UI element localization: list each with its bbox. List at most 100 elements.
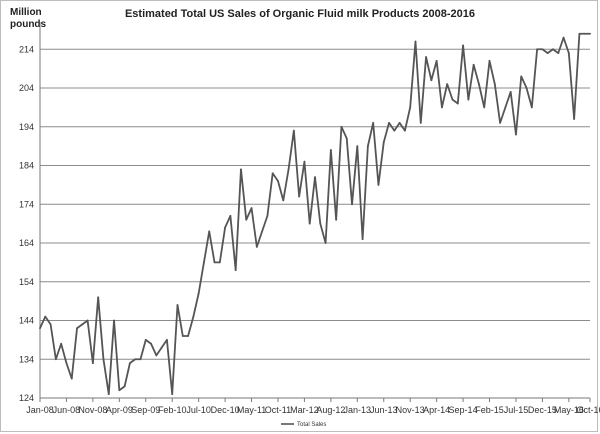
data-point <box>589 32 591 35</box>
data-point <box>166 338 168 341</box>
data-point <box>361 238 364 241</box>
data-point <box>54 358 57 361</box>
data-point <box>60 342 63 345</box>
data-point <box>139 358 142 361</box>
data-point <box>81 323 84 326</box>
x-tick-label-Jun-08: Jun-08 <box>53 405 81 415</box>
data-point <box>366 145 369 148</box>
x-tick-label-Dec-10: Dec-10 <box>211 405 240 415</box>
y-tick-label-154: 154 <box>19 277 34 287</box>
data-point <box>478 83 480 86</box>
x-tick-label-Aug-12: Aug-12 <box>316 405 345 415</box>
data-point <box>250 207 253 210</box>
data-point <box>134 358 137 361</box>
data-point <box>118 389 121 392</box>
data-point <box>419 121 422 124</box>
y-tick-label-134: 134 <box>19 354 34 364</box>
y-tick-labels: 124 134 144 154 164 174 184 194 204 214 <box>19 44 34 403</box>
data-point <box>224 226 226 229</box>
data-point <box>208 230 211 233</box>
data-point <box>525 87 528 89</box>
data-point <box>192 315 195 318</box>
data-point <box>271 172 274 175</box>
data-point <box>583 32 586 35</box>
data-point <box>467 98 470 101</box>
legend-label-total-sales: Total Sales <box>297 422 326 428</box>
x-tick-label-May-16: May-16 <box>554 405 584 415</box>
data-point <box>509 90 512 93</box>
data-point <box>573 118 576 120</box>
data-point <box>218 261 221 264</box>
data-point <box>113 319 115 322</box>
y-tick-label-214: 214 <box>19 44 34 54</box>
data-point <box>308 222 311 225</box>
data-point <box>65 362 68 365</box>
data-point <box>446 83 449 86</box>
axes <box>39 22 590 399</box>
data-point <box>515 133 517 136</box>
data-point <box>229 214 232 217</box>
data-point <box>102 358 105 361</box>
x-tick-label-Jul-10: Jul-10 <box>186 405 211 415</box>
y-tick-label-174: 174 <box>19 199 34 209</box>
y-axis-unit-line1: Million <box>10 7 42 18</box>
data-point <box>187 335 189 337</box>
data-point <box>287 168 290 171</box>
x-tick-label-Jan-08: Jan-08 <box>26 405 54 415</box>
y-tick-label-164: 164 <box>19 238 34 248</box>
data-point <box>292 129 295 132</box>
data-point <box>255 245 258 248</box>
data-point <box>451 98 454 101</box>
data-point <box>488 59 491 62</box>
x-tick-label-Mar-12: Mar-12 <box>290 405 319 415</box>
data-point <box>303 160 306 163</box>
data-point <box>171 393 174 396</box>
data-point <box>176 304 179 306</box>
data-point <box>213 261 216 264</box>
data-point <box>462 44 464 47</box>
x-tick-label-Oct-16: Oct-16 <box>576 405 600 415</box>
data-point <box>435 59 438 62</box>
data-point <box>91 362 94 365</box>
data-point <box>441 106 443 109</box>
y-tick-label-144: 144 <box>19 316 34 326</box>
x-tick-label-Sep-09: Sep-09 <box>131 405 160 415</box>
data-point <box>160 346 163 349</box>
data-point <box>541 48 544 51</box>
data-point <box>425 56 427 58</box>
data-point <box>472 63 475 66</box>
data-point <box>44 315 47 318</box>
data-point <box>372 121 375 124</box>
x-tick-label-Apr-14: Apr-14 <box>423 405 450 415</box>
data-point <box>234 269 237 272</box>
data-point <box>49 323 52 326</box>
data-point <box>129 362 131 365</box>
data-point <box>335 218 338 221</box>
data-point <box>552 48 554 51</box>
data-point <box>351 203 353 206</box>
x-tick-label-Nov-13: Nov-13 <box>396 405 425 415</box>
data-point <box>266 214 269 217</box>
data-point <box>340 125 343 128</box>
data-point <box>567 52 570 55</box>
data-point <box>398 121 401 124</box>
x-tick-label-Nov-08: Nov-08 <box>78 405 107 415</box>
y-tick-label-194: 194 <box>19 122 34 132</box>
data-point <box>546 52 549 55</box>
data-point <box>107 393 110 396</box>
data-point <box>203 261 205 264</box>
data-point <box>557 52 560 55</box>
data-point <box>382 141 385 144</box>
data-point <box>483 106 486 109</box>
data-point <box>197 292 200 295</box>
data-point <box>314 176 316 179</box>
data-point <box>86 319 89 322</box>
y-tick-label-124: 124 <box>19 393 34 403</box>
data-point <box>324 242 327 244</box>
data-point <box>298 195 301 198</box>
data-point <box>155 354 158 357</box>
data-point <box>356 145 359 148</box>
chart-title: Estimated Total US Sales of Organic Flui… <box>124 8 476 20</box>
